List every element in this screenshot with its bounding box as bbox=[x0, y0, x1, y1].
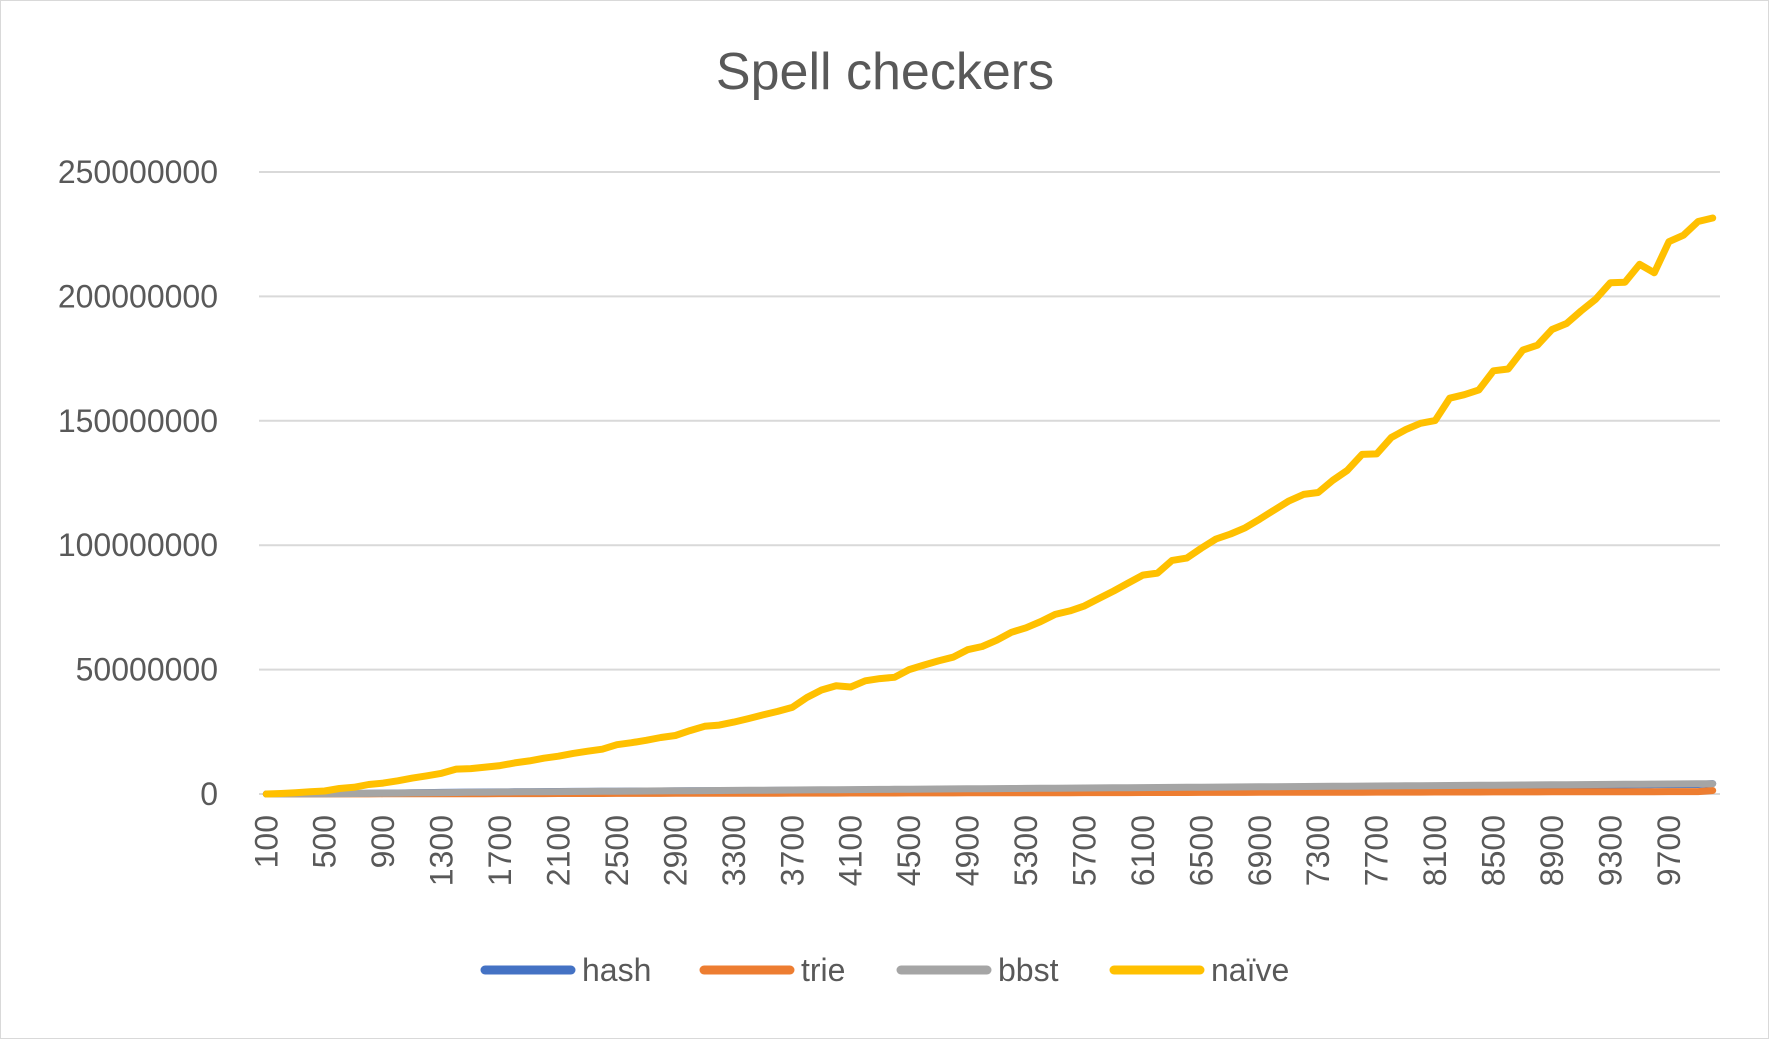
y-tick-label: 50000000 bbox=[76, 652, 218, 688]
x-tick-label: 4500 bbox=[891, 815, 927, 886]
x-axis-tick-labels: 100 500 900 1300 1700 2100 2500 2900 3300 3700 410… bbox=[248, 815, 1687, 886]
x-tick-label: 1700 bbox=[482, 815, 518, 886]
y-axis-tick-labels: 0 50000000 100000000 150000000 200000000 2500… bbox=[58, 154, 218, 812]
legend-label-trie: trie bbox=[801, 952, 845, 988]
x-tick-label: 900 bbox=[365, 815, 401, 868]
x-tick-label: 4100 bbox=[833, 815, 869, 886]
x-tick-label: 6500 bbox=[1183, 815, 1219, 886]
x-tick-label: 500 bbox=[307, 815, 343, 868]
x-tick-label: 2100 bbox=[541, 815, 577, 886]
gridlines bbox=[259, 171, 1720, 795]
x-tick-label: 8500 bbox=[1476, 815, 1512, 886]
y-tick-label: 0 bbox=[200, 776, 218, 812]
x-tick-label: 1300 bbox=[424, 815, 460, 886]
x-tick-label: 6100 bbox=[1125, 815, 1161, 886]
chart-title: Spell checkers bbox=[716, 43, 1054, 101]
legend: hash trie bbst naïve bbox=[480, 952, 1289, 988]
x-tick-label: 3300 bbox=[716, 815, 752, 886]
x-tick-label: 5300 bbox=[1008, 815, 1044, 886]
y-tick-label: 150000000 bbox=[58, 403, 218, 439]
x-tick-label: 4900 bbox=[950, 815, 986, 886]
x-tick-label: 100 bbox=[248, 815, 284, 868]
x-tick-label: 2500 bbox=[599, 815, 635, 886]
x-tick-label: 9300 bbox=[1592, 815, 1628, 886]
legend-label-bbst: bbst bbox=[998, 952, 1059, 988]
legend-label-hash: hash bbox=[582, 952, 651, 988]
x-tick-label: 6900 bbox=[1242, 815, 1278, 886]
legend-label-naive: naïve bbox=[1211, 952, 1289, 988]
x-tick-label: 3700 bbox=[774, 815, 810, 886]
x-tick-label: 9700 bbox=[1651, 815, 1687, 886]
x-tick-label: 7700 bbox=[1359, 815, 1395, 886]
x-tick-label: 7300 bbox=[1300, 815, 1336, 886]
y-tick-label: 100000000 bbox=[58, 527, 218, 563]
x-tick-label: 2900 bbox=[657, 815, 693, 886]
series-line-naive bbox=[262, 214, 1717, 798]
series-line-bbst bbox=[262, 780, 1717, 798]
series-lines bbox=[262, 214, 1717, 798]
x-tick-label: 8900 bbox=[1534, 815, 1570, 886]
y-tick-label: 200000000 bbox=[58, 278, 218, 314]
y-tick-label: 250000000 bbox=[58, 154, 218, 190]
x-tick-label: 8100 bbox=[1417, 815, 1453, 886]
x-tick-label: 5700 bbox=[1066, 815, 1102, 886]
